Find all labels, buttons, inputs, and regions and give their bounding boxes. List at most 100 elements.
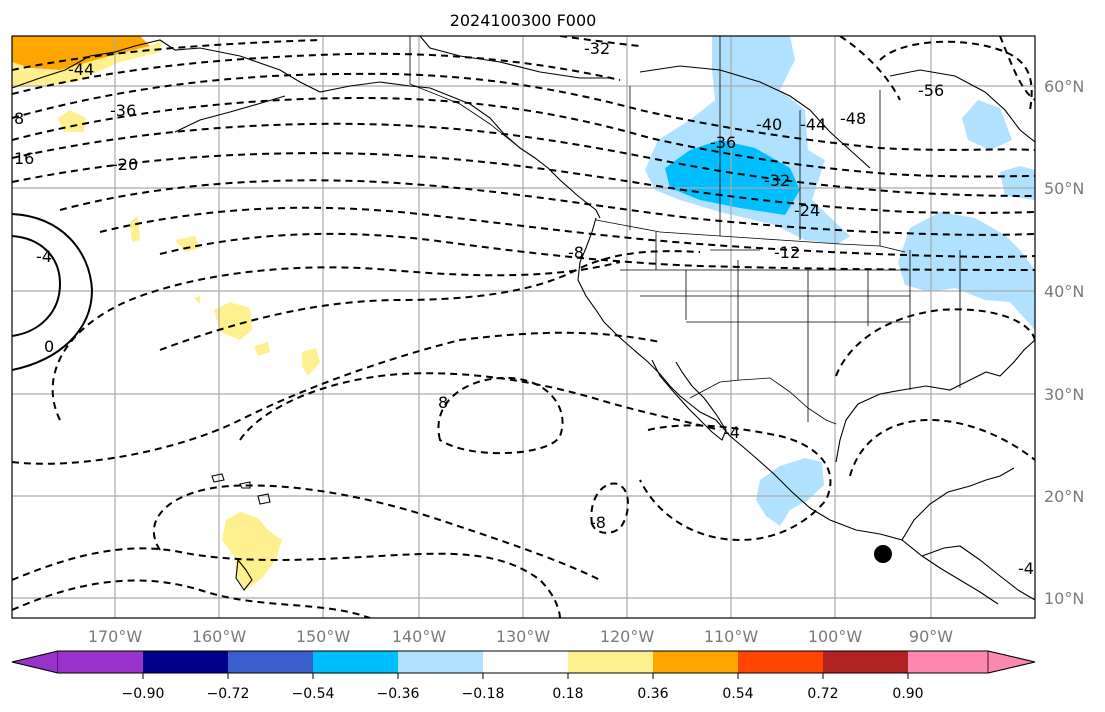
contour-label-group: -44 -32 -56 -48 -44 -40 -36 -36 -32 -24 … — [14, 39, 1034, 578]
lon-label: 170°W — [88, 627, 143, 646]
map-frame — [11, 35, 1036, 619]
colorbar-segment — [738, 651, 823, 673]
contour-label: 8 — [14, 109, 24, 128]
solid-contours — [12, 213, 94, 371]
coastline-central-america — [921, 545, 1035, 601]
colorbar-segment — [653, 651, 738, 673]
coastline-gulf — [835, 339, 1035, 463]
colorbar-tick-label: −0.18 — [462, 686, 505, 702]
location-marker — [874, 545, 892, 563]
colorbar-tick-label: 0.18 — [552, 686, 583, 702]
island-hawaii-small-3 — [257, 493, 271, 505]
lon-label: 120°W — [600, 627, 655, 646]
colorbar-tick-label: 0.90 — [892, 686, 923, 702]
lat-label: 20°N — [1044, 487, 1084, 506]
lat-label: 10°N — [1044, 589, 1084, 608]
gridlines — [12, 36, 1035, 618]
contour-label: -24 — [794, 201, 820, 220]
negative-anomaly-quebec — [1000, 166, 1035, 200]
lon-label: 130°W — [496, 627, 551, 646]
coastline-us-west — [577, 217, 691, 405]
contour-label: 16 — [14, 149, 34, 168]
colorbar-segment — [398, 651, 483, 673]
colorbar-tick-label: 0.54 — [722, 686, 753, 702]
negative-anomaly-canada-medium — [665, 140, 800, 215]
coastlines — [12, 36, 1035, 605]
positive-anomaly-alaska-yellow — [12, 40, 162, 88]
contour-label: -4 — [1018, 559, 1034, 578]
colorbar-segment — [143, 651, 228, 673]
lon-label: 110°W — [704, 627, 759, 646]
colorbar-segment — [313, 651, 398, 673]
colorbar: −0.90 −0.72 −0.54 −0.36 −0.18 0.18 0.36 … — [11, 650, 1036, 702]
colorbar-segment — [11, 650, 59, 674]
colorbar-segment — [908, 651, 988, 673]
negative-anomaly-great-lakes — [898, 212, 1035, 330]
contour-label: -8 — [568, 243, 584, 262]
contour-label: 8 — [438, 393, 448, 412]
lon-label: 140°W — [392, 627, 447, 646]
coastline-yucatan — [901, 467, 1015, 541]
contour-label: -40 — [756, 115, 782, 134]
island-hawaii-small-1 — [211, 473, 225, 483]
latitude-labels: 60°N 50°N 40°N 30°N 20°N 10°N — [1044, 77, 1084, 608]
colorbar-outline — [11, 650, 1036, 674]
negative-anomaly-hudson — [962, 100, 1012, 150]
positive-anomaly-pacific-4 — [254, 342, 270, 356]
colorbar-tick-label: 0.36 — [637, 686, 668, 702]
coastline-mexico-west — [689, 403, 999, 605]
lon-label: 90°W — [909, 627, 953, 646]
positive-anomaly-pacific-5 — [302, 348, 320, 376]
island-hawaii-big — [235, 558, 253, 591]
colorbar-segment — [987, 650, 1036, 674]
border-alaska-canada — [409, 36, 521, 149]
map-title: 2024100300 F000 — [450, 11, 597, 30]
positive-anomaly-pacific-1 — [130, 216, 140, 242]
contour-label: -44 — [800, 115, 826, 134]
colorbar-segment — [228, 651, 313, 673]
colorbar-segment — [58, 651, 143, 673]
colorbar-tick-label: −0.36 — [377, 686, 420, 702]
contour-label: -4 — [724, 423, 740, 442]
contour-label: 0 — [44, 337, 54, 356]
colorbar-tick-label: −0.72 — [207, 686, 250, 702]
positive-anomaly-pacific-2 — [175, 236, 200, 252]
colorbar-segment — [483, 651, 568, 673]
contour-label: -32 — [764, 171, 790, 190]
map-area: -44 -32 -56 -48 -44 -40 -36 -36 -32 -24 … — [12, 36, 1035, 618]
colorbar-tick-label: −0.90 — [122, 686, 165, 702]
contour-label: -36 — [710, 133, 736, 152]
longitude-labels: 170°W 160°W 150°W 140°W 130°W 120°W 110°… — [88, 627, 953, 646]
island-hawaii-small-2 — [239, 481, 251, 489]
political-borders — [409, 36, 961, 425]
colorbar-tick-label: 0.72 — [807, 686, 838, 702]
lat-label: 50°N — [1044, 179, 1084, 198]
border-canada-provinces — [629, 36, 881, 246]
contour-label: -20 — [112, 155, 138, 174]
contour-label: -56 — [918, 81, 944, 100]
contour-label: -12 — [774, 243, 800, 262]
positive-anomaly-pacific-3 — [214, 302, 252, 340]
contour-label: -4 — [36, 247, 52, 266]
coastline-arctic — [419, 36, 610, 79]
contour-label: -8 — [590, 513, 606, 532]
positive-anomaly-pacific-6 — [194, 296, 200, 304]
colorbar-segment — [823, 651, 908, 673]
coastline-alaska — [12, 39, 601, 219]
lat-label: 60°N — [1044, 77, 1084, 96]
border-us-mexico — [689, 377, 837, 425]
lat-label: 40°N — [1044, 282, 1084, 301]
coastline-baja — [651, 359, 727, 441]
lon-label: 160°W — [192, 627, 247, 646]
contour-lines — [12, 36, 1035, 618]
colorbar-tick-label: −0.54 — [292, 686, 335, 702]
coastline-hudson — [889, 69, 1035, 143]
contour-label: -44 — [68, 60, 94, 79]
positive-anomaly-gulf — [58, 110, 86, 132]
lon-label: 150°W — [296, 627, 351, 646]
negative-anomaly-mexico — [756, 458, 824, 526]
contour-label: -48 — [840, 109, 866, 128]
colorbar-segment — [568, 651, 653, 673]
lon-label: 100°W — [808, 627, 863, 646]
